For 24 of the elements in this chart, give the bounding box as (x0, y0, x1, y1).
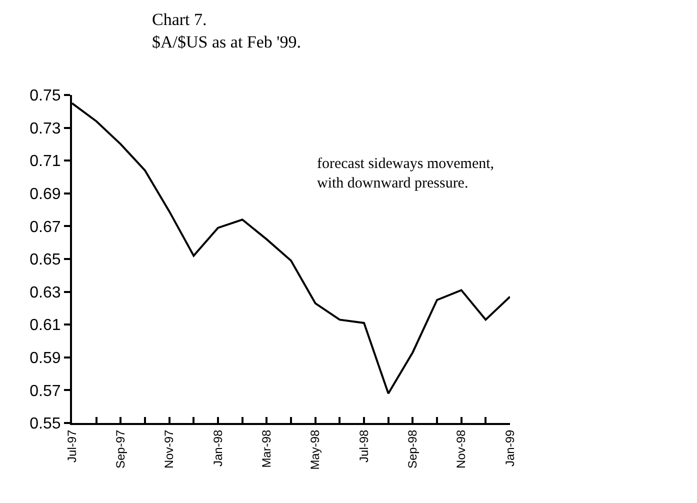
x-tick-label: May-98 (308, 429, 322, 470)
y-tick-label: 0.73 (30, 120, 61, 138)
y-tick-label: 0.71 (30, 153, 61, 170)
chart-title: Chart 7. (152, 10, 207, 30)
y-tick-label: 0.55 (30, 416, 61, 433)
y-tick-label: 0.75 (30, 88, 61, 105)
x-tick-label: Nov-98 (454, 429, 468, 468)
x-tick-label: Nov-97 (162, 429, 176, 468)
x-tick-label: Mar-98 (260, 429, 274, 468)
x-tick-label: Jul-97 (64, 429, 79, 462)
y-tick-label: 0.65 (30, 252, 61, 269)
y-tick-label: 0.67 (30, 218, 61, 236)
x-tick-label: Sep-97 (114, 429, 128, 469)
x-tick-label: Jan-98 (210, 429, 225, 467)
y-tick-label: 0.57 (30, 382, 61, 400)
y-tick-label: 0.59 (30, 350, 61, 367)
x-tick-label: Sep-98 (406, 429, 420, 469)
y-tick-label: 0.63 (30, 284, 61, 302)
chart-subtitle: $A/$US as at Feb '99. (152, 32, 301, 52)
y-tick-label: 0.61 (30, 317, 61, 334)
x-tick-label: Jul-98 (356, 429, 371, 462)
annotation: forecast sideways movement, with downward pressure. (317, 156, 494, 192)
y-tick-label: 0.69 (30, 186, 61, 203)
x-tick-label: Jan-99 (502, 429, 517, 467)
